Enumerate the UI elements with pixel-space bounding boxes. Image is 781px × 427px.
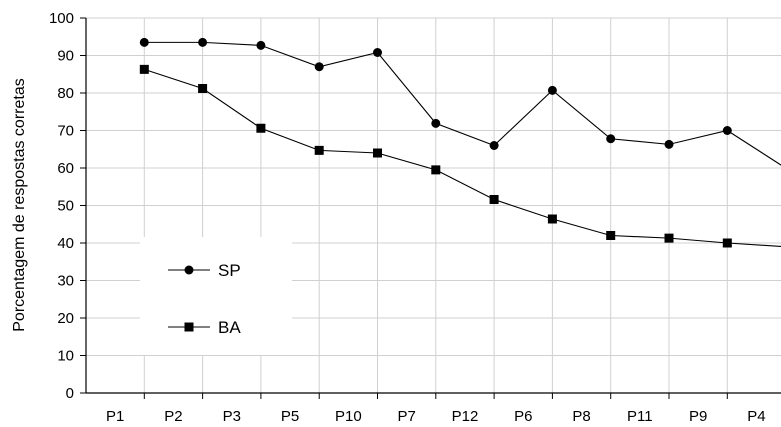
x-tick-label: P9	[689, 408, 707, 425]
x-tick-label: P3	[223, 408, 241, 425]
y-tick-label: 10	[57, 348, 74, 365]
point-ba	[431, 165, 441, 175]
point-sp	[664, 139, 674, 149]
y-tick-labels: 0 10 20 30 40 50 60 70 80 90 100	[49, 10, 74, 402]
y-tick-label: 50	[57, 198, 74, 215]
legend-box	[140, 237, 292, 355]
x-tick-label: P1	[106, 408, 124, 425]
series-line-sp	[144, 41, 781, 166]
legend-label-sp: SP	[218, 261, 241, 280]
point-sp	[722, 126, 732, 135]
x-tick-label: P5	[281, 408, 299, 425]
series-lines	[144, 41, 781, 248]
x-tick-label: P4	[747, 408, 765, 425]
point-sp	[373, 48, 382, 57]
y-tick-label: 60	[57, 160, 74, 177]
point-ba	[314, 145, 324, 155]
point-sp	[431, 118, 441, 128]
y-tick-label: 70	[57, 123, 74, 140]
y-tick-label: 90	[57, 48, 74, 65]
point-sp	[314, 62, 324, 72]
point-ba	[256, 123, 266, 133]
x-tick-label: P12	[452, 408, 479, 425]
point-sp	[198, 37, 208, 47]
y-tick-label: 30	[57, 273, 74, 290]
point-ba	[489, 195, 499, 204]
point-sp	[139, 37, 149, 47]
y-tick-label: 20	[57, 310, 74, 327]
point-ba	[722, 238, 732, 248]
point-ba	[198, 84, 208, 93]
point-ba	[664, 233, 674, 243]
x-tick-label: P11	[627, 408, 653, 425]
x-tick-labels: P1 P2 P3 P5 P10 P7 P12 P6 P8 P11 P9 P4	[106, 408, 766, 425]
x-tick-label: P8	[572, 408, 590, 425]
point-sp	[606, 134, 616, 144]
y-tick-label: 80	[57, 85, 74, 102]
point-sp	[489, 141, 499, 150]
y-axis-title: Porcentagem de respostas corretas	[11, 78, 28, 331]
x-tick-label: P10	[335, 408, 362, 425]
axes	[80, 17, 781, 399]
series-markers	[139, 37, 732, 248]
y-tick-label: 0	[66, 385, 74, 402]
legend-label-ba: BA	[218, 318, 241, 337]
point-ba	[606, 231, 616, 240]
x-tick-label: P7	[397, 408, 415, 425]
point-sp	[547, 85, 557, 95]
point-ba	[373, 148, 382, 158]
y-tick-label: 40	[57, 235, 74, 252]
x-tick-label: P2	[164, 408, 182, 425]
point-sp	[256, 40, 266, 50]
legend-marker-sp	[184, 265, 194, 275]
x-tick-label: P6	[514, 408, 532, 425]
point-ba	[547, 214, 557, 224]
legend: SP BA	[140, 237, 292, 355]
legend-marker-ba	[184, 322, 194, 332]
series-line-ba	[144, 68, 781, 248]
y-tick-label: 100	[49, 10, 74, 27]
point-ba	[139, 64, 149, 74]
